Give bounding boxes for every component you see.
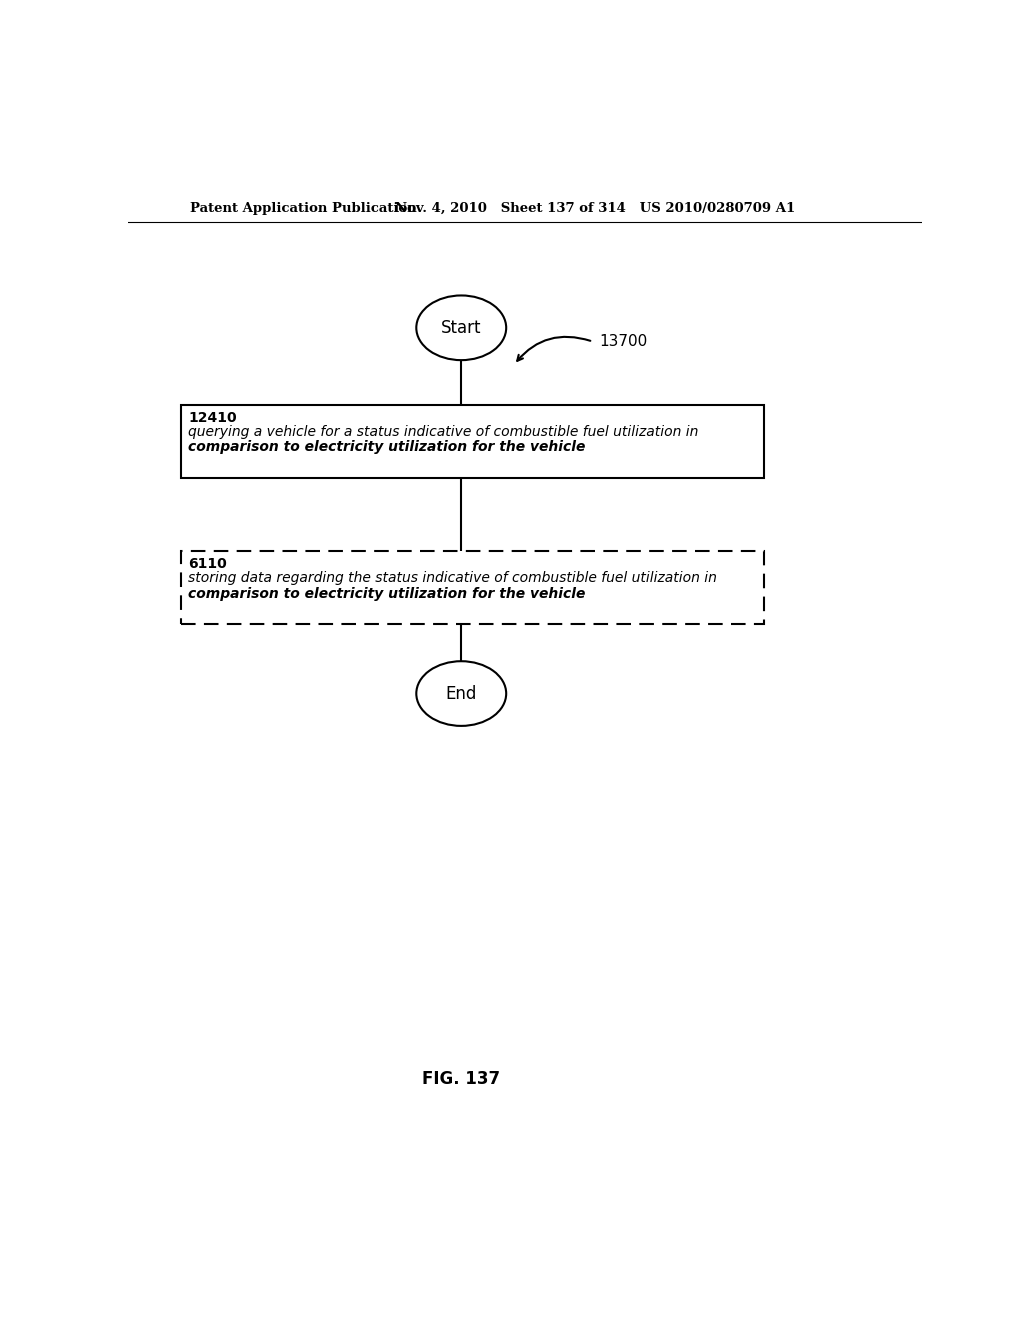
Bar: [180, 405, 764, 478]
Text: End: End: [445, 685, 477, 702]
Text: comparison to electricity utilization for the vehicle: comparison to electricity utilization fo…: [188, 441, 586, 454]
Text: Patent Application Publication: Patent Application Publication: [190, 202, 417, 215]
Text: 6110: 6110: [188, 557, 227, 572]
Text: 13700: 13700: [599, 334, 647, 350]
Text: comparison to electricity utilization for the vehicle: comparison to electricity utilization fo…: [188, 586, 586, 601]
Text: FIG. 137: FIG. 137: [422, 1069, 501, 1088]
Text: storing data regarding the status indicative of combustible fuel utilization in: storing data regarding the status indica…: [188, 572, 718, 585]
Ellipse shape: [417, 661, 506, 726]
Bar: [180, 552, 764, 624]
Ellipse shape: [417, 296, 506, 360]
Text: Start: Start: [441, 319, 481, 337]
Text: 12410: 12410: [188, 411, 238, 425]
Text: querying a vehicle for a status indicative of combustible fuel utilization in: querying a vehicle for a status indicati…: [188, 425, 698, 438]
Text: Nov. 4, 2010   Sheet 137 of 314   US 2010/0280709 A1: Nov. 4, 2010 Sheet 137 of 314 US 2010/02…: [395, 202, 796, 215]
